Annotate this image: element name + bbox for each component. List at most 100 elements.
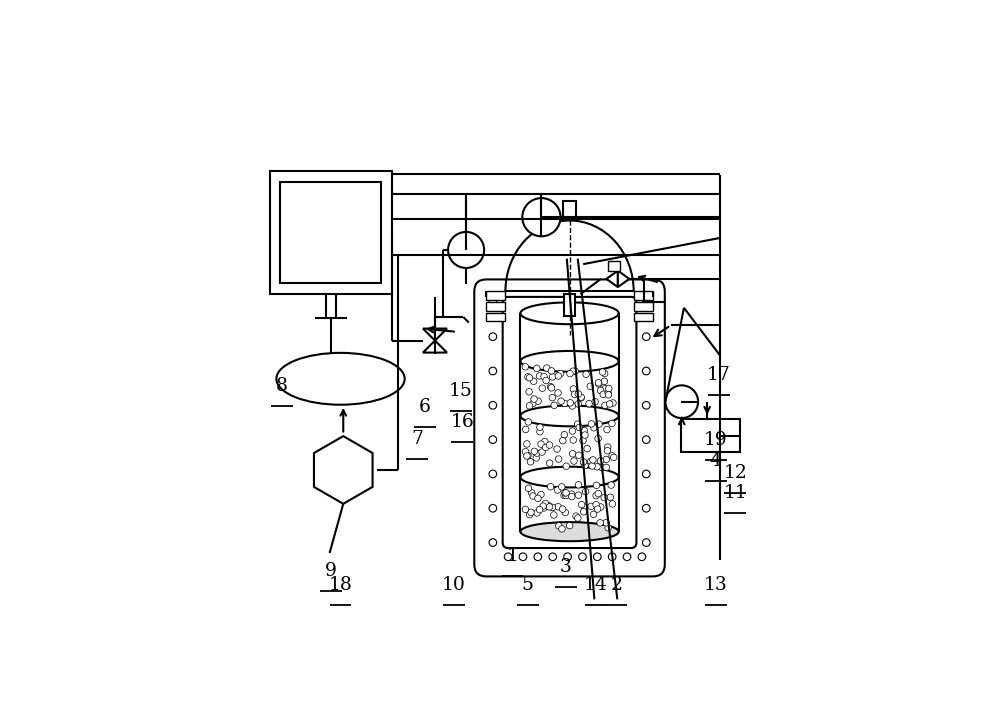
Circle shape [642,298,650,306]
Circle shape [583,371,589,378]
Circle shape [581,428,588,434]
Circle shape [489,298,497,306]
Circle shape [543,365,550,372]
Circle shape [597,520,603,526]
Circle shape [580,459,587,465]
Ellipse shape [520,522,619,541]
Circle shape [522,364,529,370]
Bar [634,313,653,321]
Circle shape [593,492,599,499]
Circle shape [605,391,612,398]
Polygon shape [423,340,447,352]
Circle shape [601,378,608,384]
Bar [564,294,575,316]
Circle shape [598,464,605,471]
Circle shape [555,373,562,379]
Text: 14: 14 [584,576,607,594]
Circle shape [546,503,552,509]
Ellipse shape [520,406,619,426]
Circle shape [596,381,602,387]
Circle shape [602,386,608,392]
Text: 5: 5 [522,576,534,594]
Circle shape [489,333,497,340]
Circle shape [582,489,589,495]
Circle shape [549,374,556,380]
Circle shape [588,458,594,464]
Circle shape [642,504,650,512]
Bar [634,302,653,311]
Polygon shape [606,271,618,287]
Circle shape [528,489,535,496]
Circle shape [571,458,577,464]
Circle shape [526,374,533,381]
Circle shape [578,394,584,401]
Circle shape [601,370,608,376]
Circle shape [568,491,575,498]
Circle shape [573,513,579,520]
Circle shape [563,489,569,496]
Circle shape [541,373,547,380]
Circle shape [551,402,558,408]
Circle shape [604,444,611,450]
Circle shape [489,401,497,409]
Circle shape [564,553,571,561]
Circle shape [558,484,565,490]
Circle shape [547,384,554,390]
Circle shape [601,494,608,501]
FancyBboxPatch shape [503,297,636,548]
Circle shape [582,462,588,469]
Circle shape [581,459,587,466]
Circle shape [574,421,581,428]
Text: 16: 16 [450,413,474,430]
Circle shape [531,448,538,454]
Circle shape [534,510,540,516]
Circle shape [535,495,541,502]
Circle shape [522,198,561,236]
Circle shape [568,493,575,500]
Circle shape [571,391,578,398]
Circle shape [547,484,554,490]
Circle shape [582,432,588,438]
Circle shape [578,501,585,508]
Circle shape [569,450,576,457]
Circle shape [610,454,617,461]
Text: 17: 17 [707,366,731,384]
Circle shape [541,505,547,511]
Circle shape [587,383,594,389]
Circle shape [519,553,527,561]
Circle shape [489,470,497,478]
Circle shape [593,482,600,489]
Circle shape [554,487,561,493]
Circle shape [603,456,609,463]
Circle shape [525,374,531,380]
Circle shape [607,494,614,501]
Circle shape [609,452,615,459]
Circle shape [606,401,613,407]
Circle shape [504,553,512,561]
Circle shape [555,503,561,510]
Circle shape [579,553,586,561]
Circle shape [548,384,555,391]
Circle shape [542,438,548,445]
Circle shape [642,333,650,340]
Circle shape [528,509,534,515]
Circle shape [536,373,543,379]
Circle shape [537,424,543,430]
Circle shape [556,523,562,529]
Circle shape [524,441,530,447]
Circle shape [559,525,565,532]
Circle shape [548,367,555,374]
Circle shape [535,398,541,404]
Circle shape [559,506,566,513]
Circle shape [588,503,594,510]
Circle shape [530,400,536,407]
Ellipse shape [520,467,619,487]
Bar [681,419,740,452]
Circle shape [602,402,608,408]
Circle shape [546,503,553,510]
Circle shape [549,504,556,510]
Circle shape [576,424,583,430]
Text: 8: 8 [276,376,288,395]
Circle shape [489,367,497,375]
Circle shape [522,426,529,432]
